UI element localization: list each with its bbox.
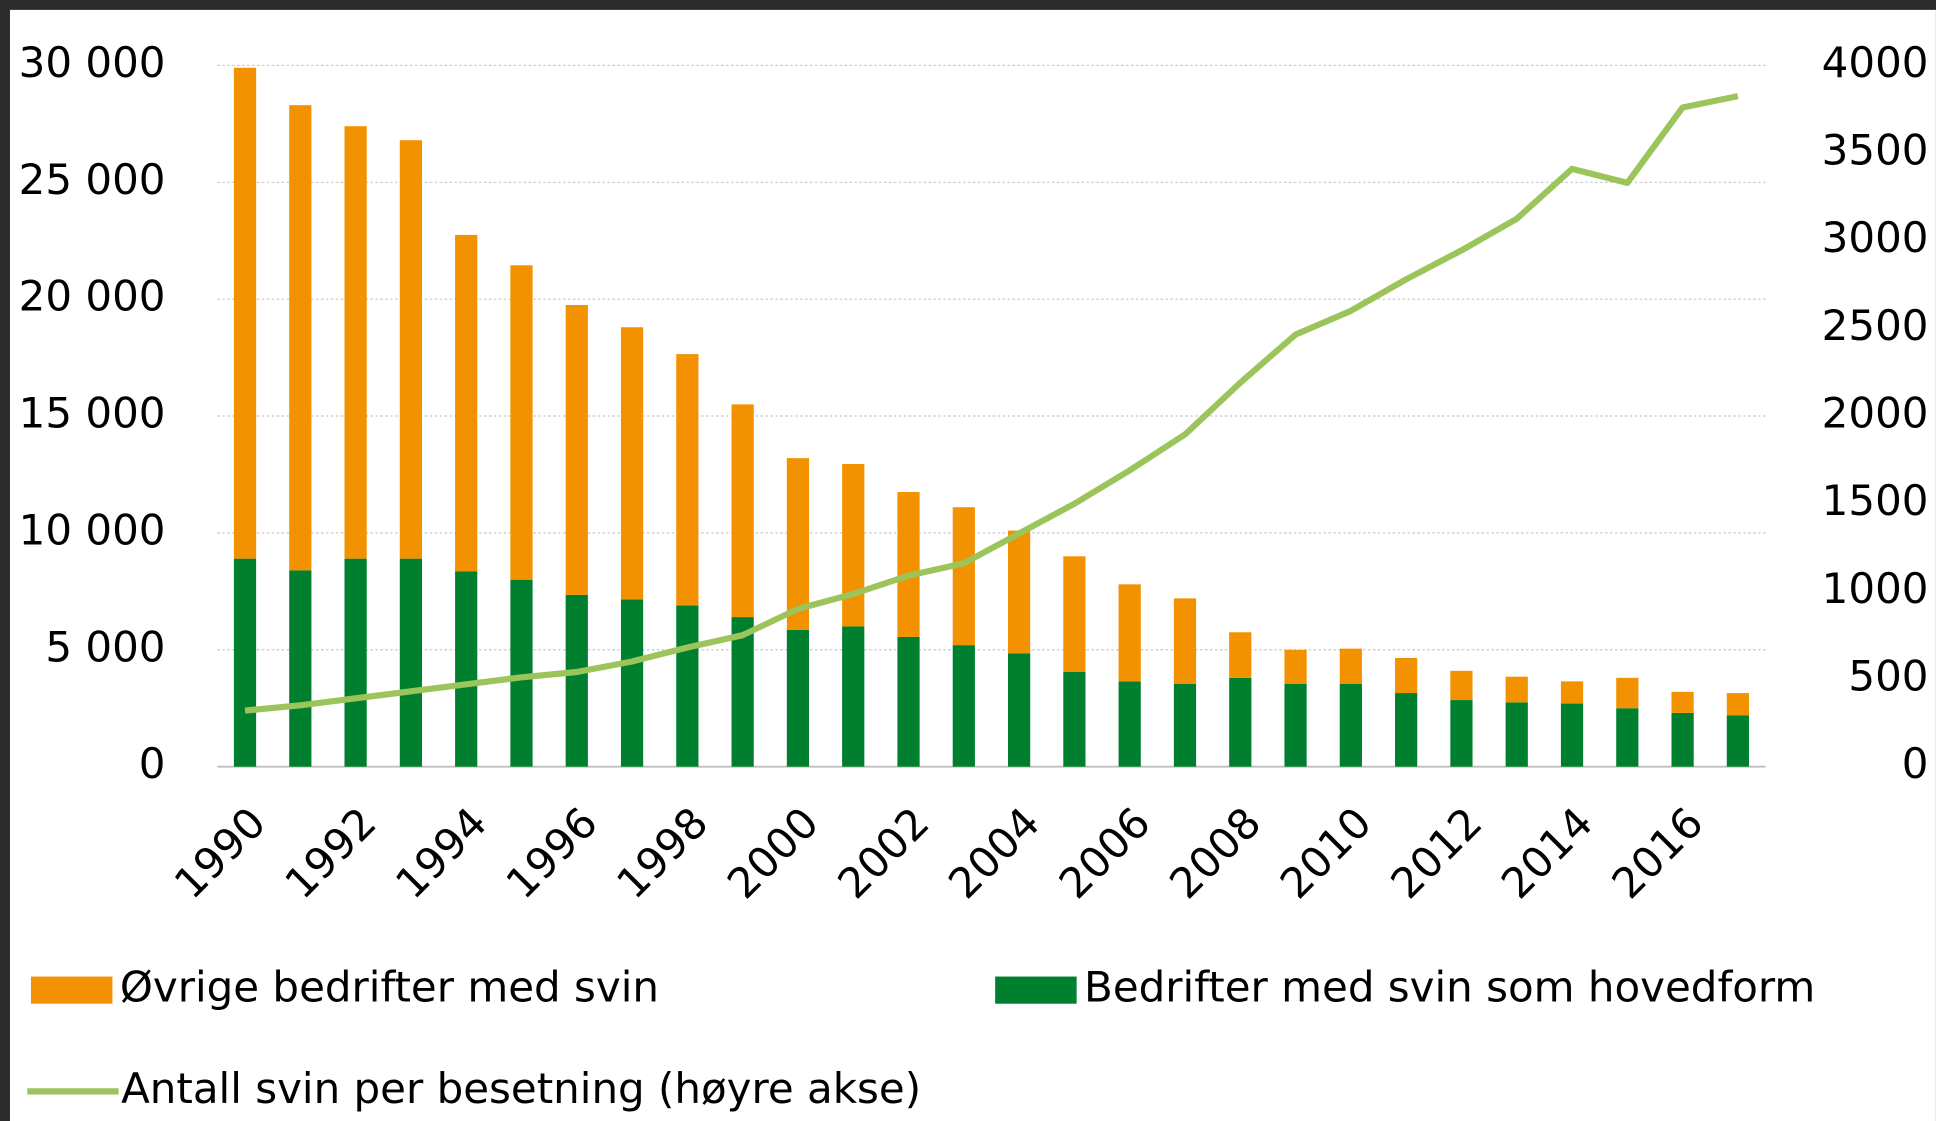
bar	[1671, 712, 1694, 767]
bar	[1616, 708, 1639, 767]
y2-tick-label: 1000	[1822, 564, 1929, 613]
bar	[1284, 649, 1307, 684]
y2-tick-label: 4000	[1822, 38, 1929, 87]
legend-swatch	[30, 976, 113, 1004]
bar	[344, 126, 367, 559]
bar	[897, 636, 920, 767]
bar	[233, 558, 257, 767]
bar	[1118, 681, 1141, 767]
bar	[1229, 632, 1252, 678]
bar	[897, 492, 920, 637]
bar	[1450, 670, 1473, 701]
bar	[1063, 556, 1086, 673]
y2-tick-label: 0	[1902, 739, 1929, 788]
bar	[233, 67, 257, 559]
bar	[1395, 657, 1418, 694]
bar	[1726, 715, 1750, 767]
bar	[455, 234, 478, 572]
y-tick-label: 5 000	[45, 622, 165, 671]
bar	[1505, 676, 1528, 703]
bar	[620, 327, 644, 600]
bar	[676, 354, 699, 606]
bar	[1671, 691, 1694, 713]
bar	[842, 463, 865, 627]
bar	[289, 105, 312, 571]
bar	[786, 458, 810, 630]
bar	[455, 571, 478, 767]
legend-swatch	[995, 976, 1077, 1004]
y2-tick-label: 3500	[1822, 126, 1929, 175]
y-tick-label: 15 000	[19, 389, 166, 438]
bar	[1450, 700, 1473, 767]
bar	[1616, 677, 1639, 709]
y-tick-label: 25 000	[19, 155, 166, 204]
bar	[289, 570, 312, 767]
bar	[1726, 693, 1750, 716]
y-tick-label: 30 000	[19, 38, 166, 87]
bar	[1560, 703, 1584, 767]
bar	[731, 617, 754, 767]
bar	[1229, 677, 1252, 767]
y2-tick-label: 2000	[1822, 389, 1929, 438]
bar	[786, 629, 810, 767]
bar	[399, 558, 423, 767]
y-tick-label: 20 000	[19, 272, 166, 321]
bar	[510, 579, 533, 767]
bar	[1173, 683, 1197, 767]
y2-tick-label: 500	[1848, 652, 1928, 701]
bar	[620, 599, 644, 767]
bar	[1007, 530, 1031, 654]
bar	[1395, 693, 1418, 767]
bar	[1339, 648, 1362, 684]
legend-label: Bedrifter med svin som hovedform	[1084, 963, 1815, 1012]
bar	[1339, 683, 1362, 767]
bar	[1284, 683, 1307, 767]
bar	[510, 265, 533, 580]
line	[244, 93, 1739, 714]
bar	[1173, 598, 1197, 684]
y2-tick-label: 1500	[1822, 476, 1929, 525]
y2-tick-label: 2500	[1822, 301, 1929, 350]
y-tick-label: 0	[139, 739, 166, 788]
y2-tick-label: 3000	[1822, 213, 1929, 262]
bar	[842, 626, 865, 767]
bar	[565, 305, 588, 595]
bar	[1063, 672, 1086, 767]
y-tick-label: 10 000	[19, 505, 166, 554]
bar	[1118, 584, 1141, 682]
bar	[1560, 681, 1584, 704]
bar	[952, 507, 975, 646]
legend-label: Øvrige bedrifter med svin	[120, 963, 659, 1012]
legend-label: Antall svin per besetning (høyre akse)	[121, 1064, 921, 1113]
bar	[731, 404, 754, 618]
bar	[952, 645, 975, 767]
bar	[344, 558, 367, 767]
bar	[1505, 702, 1528, 767]
bar	[399, 140, 423, 559]
bar	[676, 605, 699, 767]
bar	[1007, 653, 1031, 767]
bar	[565, 594, 588, 767]
